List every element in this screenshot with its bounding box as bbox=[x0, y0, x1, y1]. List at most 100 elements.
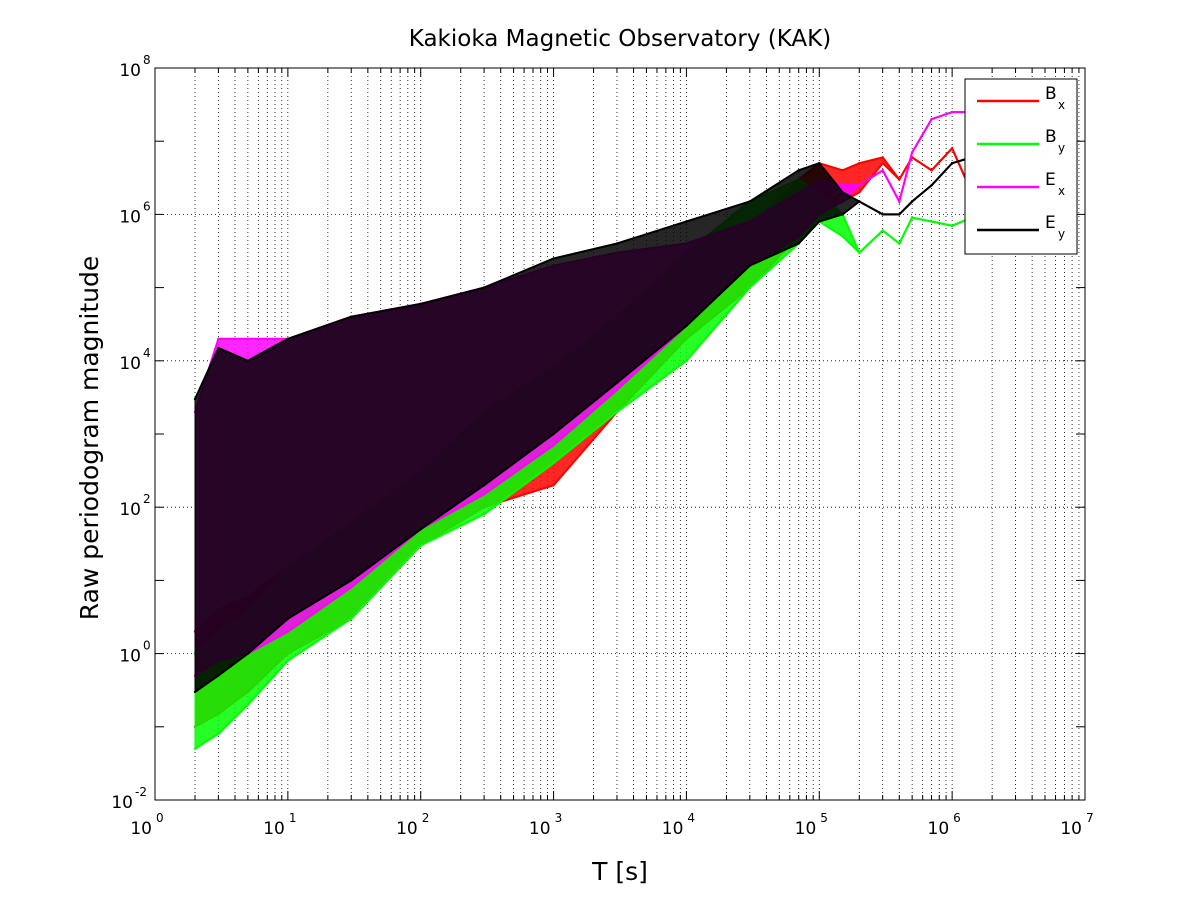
y-axis-label: Raw periodogram magnitude bbox=[75, 256, 104, 620]
data-point bbox=[910, 151, 914, 154]
plot-area: 10010110210310410510610710-2100102104106… bbox=[111, 53, 1093, 839]
x-tick-label-exponent: 1 bbox=[289, 811, 297, 825]
data-point bbox=[881, 156, 884, 159]
data-point bbox=[930, 184, 933, 187]
legend-label: E bbox=[1045, 170, 1056, 190]
data-point bbox=[841, 191, 844, 194]
y-tick-label-exponent: 6 bbox=[143, 199, 151, 213]
y-tick-label-base: 10 bbox=[111, 793, 133, 813]
data-point bbox=[552, 461, 555, 465]
data-point bbox=[615, 388, 619, 392]
x-tick-label: 10 7 bbox=[1060, 811, 1093, 839]
data-point bbox=[350, 579, 353, 582]
data-point bbox=[818, 162, 821, 165]
data-point bbox=[881, 213, 884, 216]
y-tick-label: 10-2 bbox=[111, 785, 147, 813]
x-tick-label: 104 bbox=[662, 811, 695, 839]
data-point bbox=[797, 242, 800, 245]
x-tick-label-exponent: 7 bbox=[1086, 811, 1094, 825]
y-tick-label-exponent: 2 bbox=[143, 492, 151, 506]
data-point bbox=[246, 337, 250, 340]
legend-item-ex: Ex bbox=[977, 170, 1065, 198]
x-tick-label-base: 10 bbox=[928, 819, 950, 839]
legend-label: B bbox=[1045, 84, 1057, 104]
data-point bbox=[685, 220, 688, 223]
data-point bbox=[930, 220, 933, 223]
data-point bbox=[217, 732, 220, 736]
data-point bbox=[419, 302, 422, 305]
data-point bbox=[818, 220, 821, 223]
y-tick-label-base: 10 bbox=[119, 207, 141, 227]
legend-item-ey: Ey bbox=[977, 213, 1065, 241]
data-point bbox=[748, 286, 751, 289]
data-point bbox=[482, 513, 486, 516]
chart-title: Kakioka Magnetic Observatory (KAK) bbox=[409, 26, 831, 52]
data-point bbox=[552, 484, 555, 487]
x-tick-label-exponent: 2 bbox=[422, 811, 430, 825]
y-tick-label-base: 10 bbox=[119, 354, 141, 374]
data-point bbox=[910, 200, 914, 203]
data-point bbox=[930, 118, 933, 121]
data-point bbox=[246, 652, 250, 655]
legend-label: E bbox=[1045, 213, 1056, 233]
legend-label-subscript: y bbox=[1058, 141, 1065, 155]
y-tick-label-exponent: 4 bbox=[143, 346, 151, 360]
y-tick-label: 108 bbox=[119, 53, 150, 81]
y-tick-label: 104 bbox=[119, 346, 150, 374]
x-tick-label-base: 10 bbox=[529, 819, 551, 839]
y-tick-label-base: 10 bbox=[119, 500, 141, 520]
x-tick-label-base: 10 bbox=[662, 819, 684, 839]
y-tick-label-exponent: 0 bbox=[143, 639, 151, 653]
x-tick-label-exponent: 0 bbox=[156, 811, 164, 825]
data-point bbox=[615, 242, 619, 245]
data-point bbox=[898, 178, 901, 181]
legend-label: B bbox=[1045, 127, 1057, 147]
y-tick-label: 106 bbox=[119, 199, 150, 227]
series-ey bbox=[193, 147, 1009, 694]
data-point bbox=[841, 235, 844, 238]
data-point bbox=[910, 216, 914, 219]
data-point bbox=[217, 674, 220, 677]
y-tick-label-exponent: -2 bbox=[135, 785, 147, 799]
x-tick-label-base: 10 bbox=[795, 819, 817, 839]
x-axis-label: T [s] bbox=[591, 857, 648, 886]
data-point bbox=[419, 544, 422, 547]
data-point bbox=[858, 200, 861, 203]
data-point bbox=[950, 147, 954, 150]
x-tick-label-base: 10 bbox=[1060, 819, 1082, 839]
legend-box bbox=[964, 78, 1078, 255]
data-point bbox=[552, 444, 555, 447]
data-point bbox=[841, 213, 844, 216]
data-point bbox=[246, 359, 250, 362]
data-point bbox=[286, 617, 290, 620]
x-tick-label: 10 2 bbox=[396, 811, 429, 839]
data-point bbox=[246, 703, 250, 706]
y-tick-label-base: 10 bbox=[119, 647, 141, 667]
data-point bbox=[881, 162, 884, 165]
data-point bbox=[930, 169, 933, 172]
legend-label-subscript: x bbox=[1058, 98, 1065, 112]
y-tick-label: 100 bbox=[119, 639, 150, 667]
data-point bbox=[898, 242, 901, 245]
y-tick-label-exponent: 8 bbox=[143, 53, 151, 67]
data-point bbox=[898, 213, 901, 216]
data-point bbox=[217, 346, 220, 350]
legend-item-by: By bbox=[977, 127, 1065, 155]
data-point bbox=[286, 630, 290, 633]
data-point bbox=[950, 224, 954, 227]
data-point bbox=[193, 747, 197, 750]
x-tick-label-exponent: 5 bbox=[820, 811, 828, 825]
data-point bbox=[841, 184, 844, 187]
x-tick-label-exponent: 4 bbox=[687, 811, 695, 825]
x-tick-label-base: 10 bbox=[130, 819, 152, 839]
data-point bbox=[552, 257, 555, 260]
data-point bbox=[881, 229, 884, 232]
data-point bbox=[615, 381, 619, 384]
data-point bbox=[286, 337, 290, 340]
data-point bbox=[193, 690, 197, 694]
data-point bbox=[898, 200, 901, 203]
data-point bbox=[552, 432, 555, 436]
legend-item-bx: Bx bbox=[977, 84, 1065, 112]
